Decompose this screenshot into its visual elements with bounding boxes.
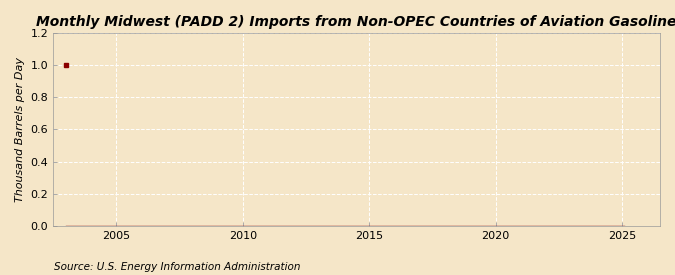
Y-axis label: Thousand Barrels per Day: Thousand Barrels per Day [15, 57, 25, 202]
Title: Monthly Midwest (PADD 2) Imports from Non-OPEC Countries of Aviation Gasoline: Monthly Midwest (PADD 2) Imports from No… [36, 15, 675, 29]
Text: Source: U.S. Energy Information Administration: Source: U.S. Energy Information Administ… [54, 262, 300, 272]
